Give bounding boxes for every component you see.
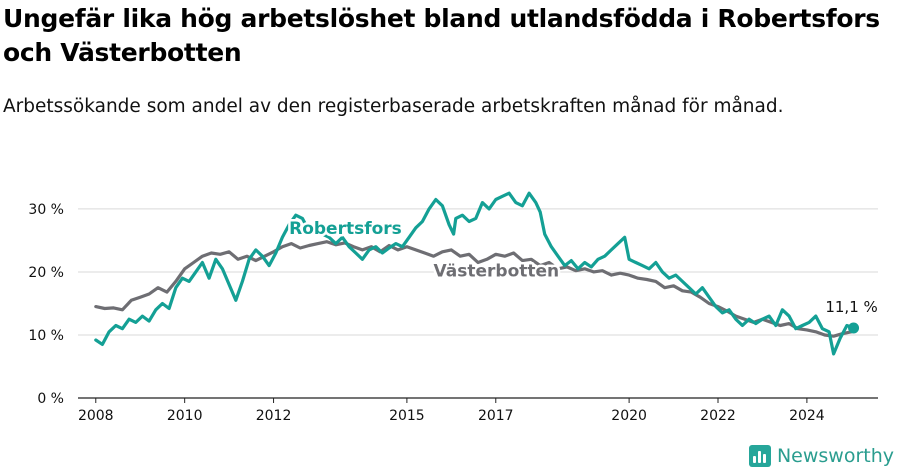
x-tick-label: 2008 [78,408,114,424]
chart-subtitle: Arbetssökande som andel av den registerb… [3,96,784,117]
x-tick-label: 2017 [478,408,514,424]
series-label-robertsfors: Robertsfors [289,219,402,239]
x-tick-label: 2024 [789,408,825,424]
last-value-label: 11,1 % [825,298,877,316]
x-tick-label: 2010 [167,408,203,424]
series-label-halo: Västerbotten [434,261,560,281]
series-label-vasterbotten: Västerbotten [434,261,560,281]
series-lines [94,191,856,356]
x-tick-label: 2012 [256,408,292,424]
newsworthy-bars-icon [748,445,771,467]
y-tick-label: 10 % [28,328,64,344]
chart-title: Ungefär lika hög arbetslöshet bland utla… [3,4,880,67]
last-value-dot [848,322,860,334]
x-axis: 2008 2010 2012 2015 2017 2020 2022 2024 [78,397,878,424]
series-line-robertsfors [94,191,856,356]
x-tick-label: 2015 [389,408,425,424]
y-tick-label: 0 % [37,391,64,407]
series-label-halo: Robertsfors [289,219,402,239]
y-axis-ticks: 0 % 10 % 20 % 30 % [28,202,64,407]
y-tick-label: 20 % [28,265,64,281]
series-labels: VästerbottenVästerbottenRobertsforsRober… [287,217,878,334]
newsworthy-logo: Newsworthy [748,444,894,468]
x-tick-label: 2022 [700,408,736,424]
x-tick-label: 2020 [611,408,647,424]
y-tick-label: 30 % [28,202,64,218]
brand-name: Newsworthy [776,445,894,467]
